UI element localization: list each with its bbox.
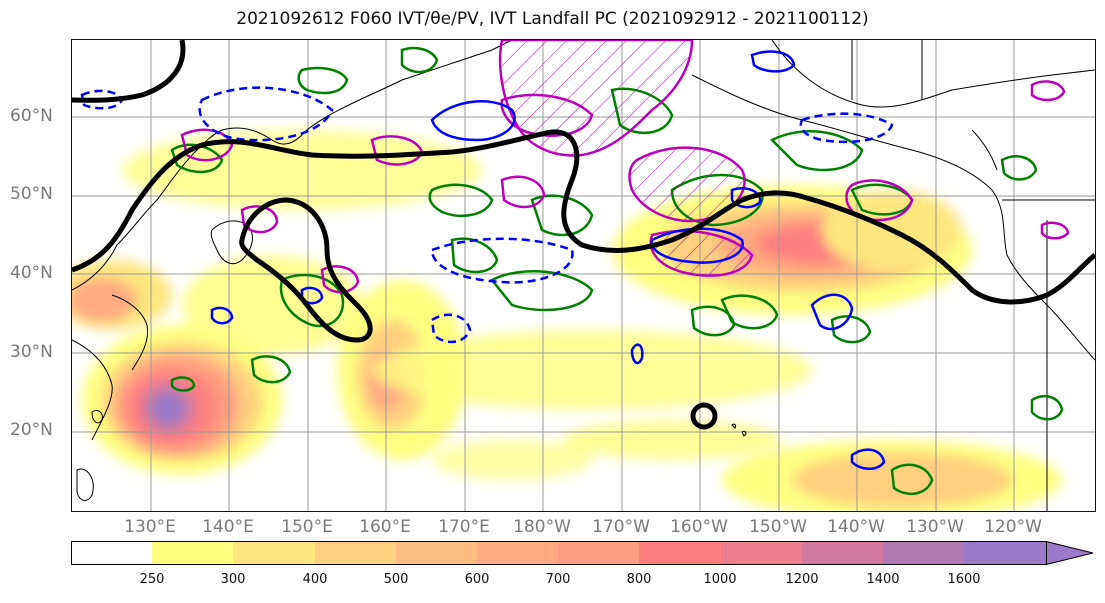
colorbar-segment-2 — [233, 541, 315, 565]
colorbar-tick-1600: 1600 — [947, 572, 981, 587]
colorbar-extend-arrow — [964, 541, 1093, 565]
colorbar-segment-8 — [721, 541, 802, 565]
lat-label-50n: 50°N — [10, 184, 53, 204]
lon-label-160e: 160°E — [359, 517, 411, 537]
map-canvas — [72, 40, 1095, 511]
colorbar-tick-1400: 1400 — [866, 572, 900, 587]
colorbar-segment-7 — [639, 541, 721, 565]
colorbar-segment-9 — [802, 541, 883, 565]
lon-label-140e: 140°E — [202, 517, 254, 537]
colorbar-segment-6 — [558, 541, 639, 565]
colorbar-segment-4 — [396, 541, 477, 565]
theta-e-contour — [72, 40, 1095, 430]
map-title: 2021092612 F060 IVT/θe/PV, IVT Landfall … — [236, 9, 869, 29]
lon-label-180w: 180°W — [513, 517, 571, 537]
lon-label-170e: 170°E — [438, 517, 490, 537]
colorbar-tick-1000: 1000 — [703, 572, 737, 587]
colorbar-tick-500: 500 — [383, 572, 409, 587]
colorbar-tick-250: 250 — [139, 572, 165, 587]
lat-label-20n: 20°N — [10, 420, 53, 440]
lon-label-140w: 140°W — [827, 517, 885, 537]
colorbar-tick-700: 700 — [545, 572, 571, 587]
colorbar-tick-300: 300 — [220, 572, 246, 587]
lon-label-130w: 130°W — [906, 517, 964, 537]
map-panel — [71, 39, 1096, 512]
colorbar-segment-3 — [315, 541, 396, 565]
colorbar-tick-400: 400 — [302, 572, 328, 587]
lat-label-40n: 40°N — [10, 263, 53, 283]
colorbar-segments — [71, 541, 1093, 565]
lat-label-30n: 30°N — [10, 342, 53, 362]
colorbar-tick-600: 600 — [464, 572, 490, 587]
lon-label-120w: 120°W — [984, 517, 1042, 537]
coastlines — [72, 40, 1095, 511]
ivt-colorbar — [71, 541, 1094, 565]
lon-label-170w: 170°W — [592, 517, 650, 537]
colorbar-segment-10 — [883, 541, 964, 565]
colorbar-segment-5 — [477, 541, 558, 565]
colorbar-segment-1 — [152, 541, 233, 565]
lon-label-150e: 150°E — [281, 517, 333, 537]
lon-label-150w: 150°W — [749, 517, 807, 537]
colorbar-tick-1200: 1200 — [785, 572, 819, 587]
lat-label-60n: 60°N — [10, 106, 53, 126]
colorbar-segment-0 — [71, 541, 152, 565]
colorbar-tick-800: 800 — [626, 572, 652, 587]
lon-label-130e: 130°E — [124, 517, 176, 537]
lon-label-160w: 160°W — [670, 517, 728, 537]
